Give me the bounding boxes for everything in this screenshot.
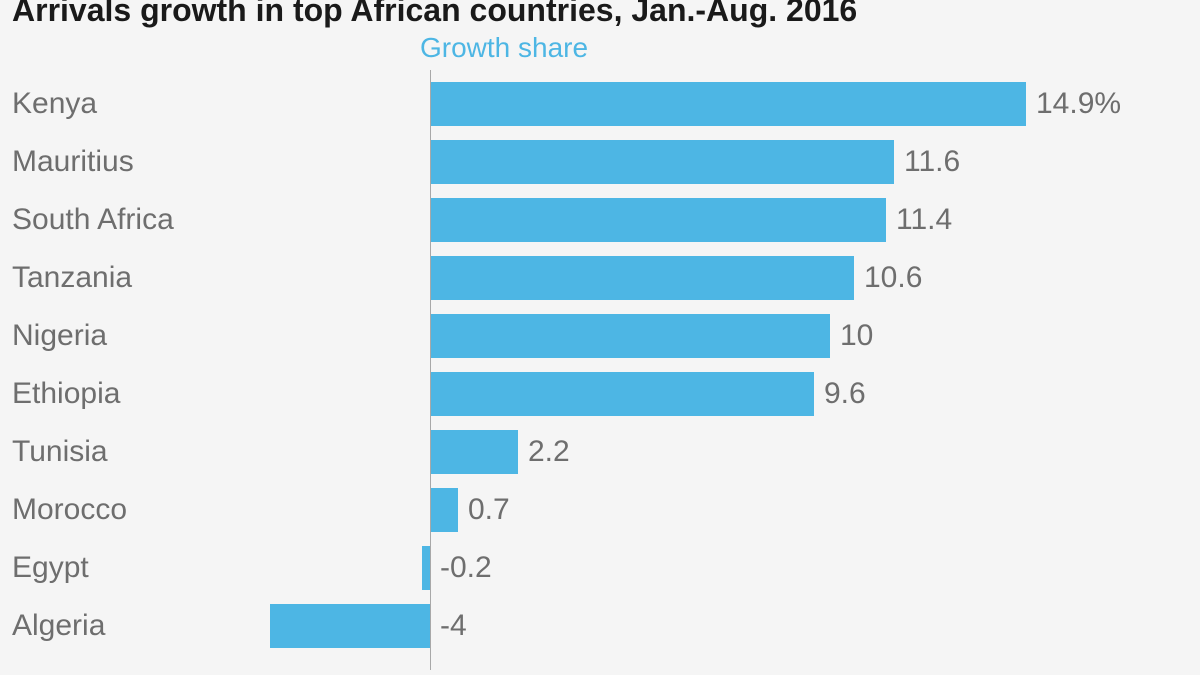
bar [430, 256, 854, 300]
category-label: South Africa [12, 203, 174, 237]
chart-baseline [430, 70, 431, 670]
value-label: 14.9% [1036, 87, 1121, 121]
value-label: 2.2 [528, 435, 570, 469]
value-label: 0.7 [468, 493, 510, 527]
value-label: 11.4 [896, 203, 952, 237]
chart-legend: Growth share [420, 32, 588, 64]
category-label: Mauritius [12, 145, 134, 179]
value-label: -0.2 [440, 551, 492, 585]
bar [430, 430, 518, 474]
category-label: Algeria [12, 609, 105, 643]
chart-container: Arrivals growth in top African countries… [0, 0, 1200, 675]
category-label: Tunisia [12, 435, 108, 469]
value-label: 10.6 [864, 261, 922, 295]
chart-title: Arrivals growth in top African countries… [12, 0, 857, 29]
category-label: Kenya [12, 87, 97, 121]
bar-row: Nigeria 10 [12, 307, 1188, 365]
bar [430, 82, 1026, 126]
bar [430, 488, 458, 532]
bar-row: Algeria -4 [12, 597, 1188, 655]
bar-row: Ethiopia 9.6 [12, 365, 1188, 423]
category-label: Morocco [12, 493, 127, 527]
bar [422, 546, 430, 590]
bar-row: South Africa 11.4 [12, 191, 1188, 249]
category-label: Nigeria [12, 319, 107, 353]
value-label: 9.6 [824, 377, 866, 411]
bar-row: Tanzania 10.6 [12, 249, 1188, 307]
bar [430, 140, 894, 184]
bar [430, 314, 830, 358]
bar [430, 198, 886, 242]
value-label: 11.6 [904, 145, 960, 179]
bar [430, 372, 814, 416]
category-label: Ethiopia [12, 377, 120, 411]
value-label: -4 [440, 609, 467, 643]
category-label: Tanzania [12, 261, 132, 295]
bar-row: Tunisia 2.2 [12, 423, 1188, 481]
bar-row: Mauritius 11.6 [12, 133, 1188, 191]
chart-area: Kenya 14.9% Mauritius 11.6 South Africa 11.4 T… [12, 75, 1188, 665]
bar [270, 604, 430, 648]
bar-row: Egypt -0.2 [12, 539, 1188, 597]
value-label: 10 [840, 319, 873, 353]
bar-row: Morocco 0.7 [12, 481, 1188, 539]
bar-row: Kenya 14.9% [12, 75, 1188, 133]
category-label: Egypt [12, 551, 89, 585]
